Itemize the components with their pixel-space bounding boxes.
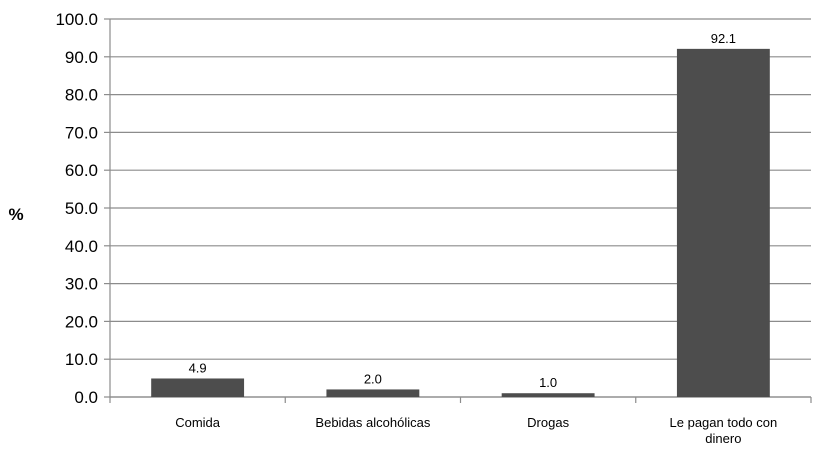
y-tick-label: 100.0 <box>55 10 98 29</box>
labels: 0.0 10.0 20.0 30.0 40.0 50.0 60.0 70.0 80.0 90.0 1… <box>55 10 777 446</box>
y-tick-label: 90.0 <box>65 48 98 67</box>
data-label: 92.1 <box>711 31 736 46</box>
x-tick-label: Comida <box>175 415 221 430</box>
bar <box>501 393 595 397</box>
y-tick-label: 20.0 <box>65 312 98 331</box>
x-tick-label: Bebidas alcohólicas <box>315 415 430 430</box>
y-tick-label: 70.0 <box>65 123 98 142</box>
x-tick-label: Le pagan todo con dinero <box>670 415 778 446</box>
bar <box>151 378 245 397</box>
bars <box>151 48 770 397</box>
y-tick-label: 30.0 <box>65 275 98 294</box>
x-tick-label: Drogas <box>527 415 569 430</box>
y-tick-label: 60.0 <box>65 161 98 180</box>
data-label: 2.0 <box>364 371 382 386</box>
y-tick-label: 0.0 <box>74 388 98 407</box>
y-tick-label: 50.0 <box>65 199 98 218</box>
bar <box>326 389 420 397</box>
y-tick-label: 40.0 <box>65 237 98 256</box>
data-label: 1.0 <box>539 375 557 390</box>
y-tick-label: 80.0 <box>65 86 98 105</box>
data-label: 4.9 <box>189 360 207 375</box>
y-axis-label: % <box>8 205 23 224</box>
y-tick-label: 10.0 <box>65 350 98 369</box>
bar <box>676 48 770 397</box>
